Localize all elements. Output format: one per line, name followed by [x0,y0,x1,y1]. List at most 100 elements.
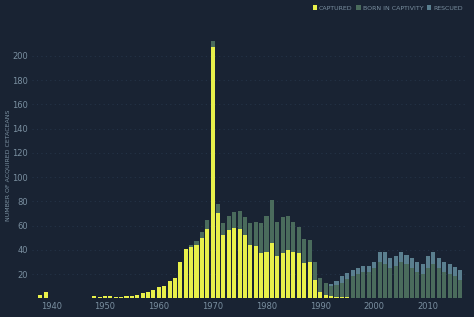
Bar [135,294,139,298]
Bar [200,238,204,298]
Bar [410,268,414,298]
Bar [292,252,295,298]
Bar [319,292,322,298]
Bar [345,279,349,297]
Bar [319,278,322,292]
Bar [410,258,414,268]
Bar [378,252,382,262]
Bar [329,286,333,296]
Bar [367,272,371,298]
Bar [109,296,112,298]
Bar [178,262,182,298]
Bar [119,297,123,298]
Bar [237,211,242,229]
Bar [415,262,419,272]
Bar [194,241,199,245]
Bar [227,230,231,298]
Bar [259,254,263,298]
Bar [232,212,236,228]
Bar [130,296,134,298]
Bar [335,297,338,298]
Bar [308,240,311,262]
Bar [221,223,226,235]
Bar [125,296,128,298]
Bar [184,249,188,298]
Bar [394,266,398,298]
Bar [286,216,290,250]
Bar [92,296,96,298]
Bar [248,223,252,245]
Bar [356,274,360,298]
Bar [335,285,338,297]
Bar [254,246,258,298]
Bar [151,290,155,298]
Bar [281,254,285,298]
Bar [447,274,452,298]
Bar [367,266,371,272]
Bar [103,296,107,298]
Bar [426,256,430,268]
Bar [383,264,387,298]
Bar [308,262,311,298]
Bar [248,245,252,298]
Bar [292,222,295,252]
Bar [205,219,210,229]
Bar [232,228,236,298]
Bar [254,222,258,246]
Bar [98,297,101,298]
Bar [243,217,247,235]
Bar [383,252,387,264]
Bar [313,280,317,298]
Bar [216,213,220,298]
Bar [114,297,118,298]
Bar [442,272,446,298]
Bar [264,252,269,298]
Bar [297,254,301,298]
Bar [431,264,436,298]
Y-axis label: NUMBER OF ACQUIRED CETACEANS: NUMBER OF ACQUIRED CETACEANS [6,109,10,221]
Bar [227,216,231,230]
Bar [437,268,441,298]
Bar [399,262,403,298]
Bar [243,235,247,298]
Bar [356,268,360,274]
Bar [340,282,344,297]
Bar [340,276,344,282]
Bar [329,284,333,286]
Bar [361,266,365,272]
Legend: CAPTURED, BORN IN CAPTIVITY, RESCUED: CAPTURED, BORN IN CAPTIVITY, RESCUED [310,3,465,13]
Bar [372,262,376,268]
Bar [189,247,193,298]
Bar [302,239,306,263]
Bar [394,256,398,266]
Bar [404,264,409,298]
Bar [210,42,215,48]
Bar [372,268,376,298]
Bar [340,297,344,298]
Bar [399,252,403,262]
Bar [313,262,317,280]
Bar [329,296,333,298]
Bar [404,255,409,264]
Bar [345,297,349,298]
Bar [335,281,338,285]
Bar [426,268,430,298]
Bar [275,256,279,298]
Bar [345,273,349,279]
Bar [361,272,365,298]
Bar [168,281,172,298]
Bar [281,217,285,254]
Bar [420,274,425,298]
Bar [259,223,263,254]
Bar [388,268,392,298]
Bar [200,232,204,238]
Bar [141,294,145,298]
Bar [173,278,177,298]
Bar [415,272,419,298]
Bar [437,258,441,268]
Bar [38,294,42,298]
Bar [302,263,306,298]
Bar [44,292,48,298]
Bar [237,229,242,298]
Bar [264,216,269,252]
